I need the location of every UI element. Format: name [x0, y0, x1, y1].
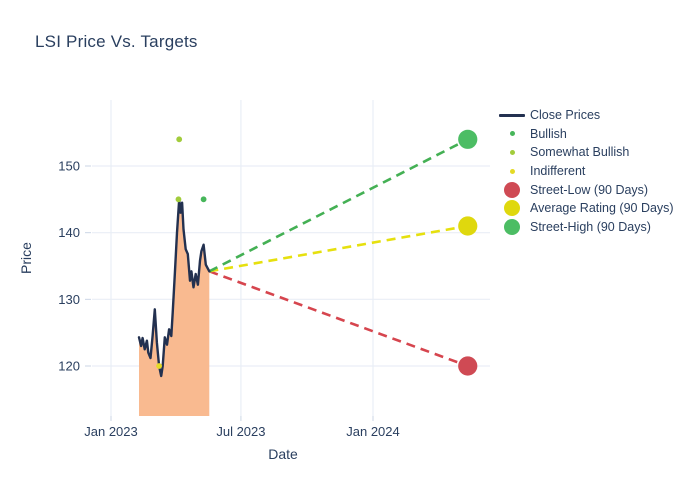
- y-axis-title: Price: [18, 242, 34, 274]
- rating-dot-indifferent[interactable]: [156, 363, 162, 369]
- street-high-dot-icon: [494, 218, 530, 235]
- x-tick-label: Jan 2023: [84, 424, 138, 439]
- rating-dot-somewhat-bullish[interactable]: [175, 196, 182, 203]
- y-tick-label: 120: [58, 359, 80, 374]
- legend-item-bullish[interactable]: Bullish: [494, 125, 674, 144]
- y-tick-label: 150: [58, 159, 80, 174]
- legend-item-indifferent[interactable]: Indifferent: [494, 162, 674, 181]
- street-low-dot-icon: [494, 181, 530, 198]
- x-tick-label: Jul 2023: [216, 424, 265, 439]
- close-prices-line-swatch: [494, 114, 530, 117]
- x-axis-title: Date: [268, 446, 298, 462]
- average-rating-projection-line[interactable]: [209, 224, 468, 273]
- legend-label: Bullish: [530, 126, 567, 141]
- legend-label: Somewhat Bullish: [530, 145, 630, 160]
- indifferent-dot-icon: [494, 168, 530, 174]
- chart-title: LSI Price Vs. Targets: [35, 32, 198, 51]
- legend-label: Street-High (90 Days): [530, 219, 651, 234]
- somewhat-bullish-dot-icon: [494, 149, 530, 155]
- legend-label: Street-Low (90 Days): [530, 182, 649, 197]
- rating-dot-somewhat-bullish[interactable]: [176, 136, 183, 143]
- average-rating-marker[interactable]: [458, 216, 478, 236]
- legend-item-somewhat-bullish[interactable]: Somewhat Bullish: [494, 143, 674, 162]
- legend-label: Average Rating (90 Days): [530, 201, 674, 216]
- street-high-marker[interactable]: [458, 129, 478, 149]
- legend-item-street-low[interactable]: Street-Low (90 Days): [494, 180, 674, 199]
- average-rating-dot-icon: [494, 200, 530, 217]
- bullish-dot-icon: [494, 131, 530, 137]
- legend-label: Indifferent: [530, 164, 586, 179]
- street-high-projection-line[interactable]: [208, 138, 469, 273]
- legend-item-close-prices[interactable]: Close Prices: [494, 106, 674, 125]
- close-prices-line[interactable]: [137, 198, 211, 378]
- street-low-marker[interactable]: [458, 356, 478, 376]
- legend-label: Close Prices: [530, 108, 601, 123]
- legend: Close Prices Bullish Somewhat Bullish In…: [494, 106, 674, 236]
- x-tick-label: Jan 2024: [346, 424, 400, 439]
- legend-item-street-high[interactable]: Street-High (90 Days): [494, 218, 674, 237]
- y-tick-label: 130: [58, 292, 80, 307]
- rating-dot-bullish[interactable]: [200, 196, 207, 203]
- y-tick-label: 140: [58, 225, 80, 240]
- street-low-projection-line[interactable]: [208, 270, 469, 368]
- legend-item-average-rating[interactable]: Average Rating (90 Days): [494, 199, 674, 218]
